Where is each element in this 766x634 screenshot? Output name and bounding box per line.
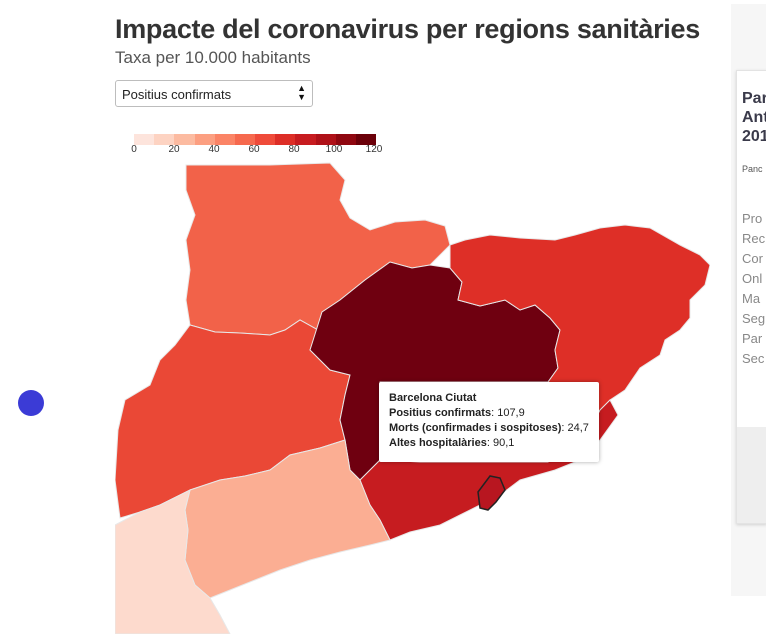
action-circle-button[interactable] bbox=[18, 390, 44, 416]
legend-swatch bbox=[154, 134, 175, 145]
side-card-link[interactable]: Rec bbox=[742, 231, 766, 246]
metric-select[interactable]: Positius confirmats ▲ ▼ bbox=[115, 80, 313, 107]
legend-swatch bbox=[134, 134, 155, 145]
side-card-link[interactable]: Sec bbox=[742, 351, 765, 366]
legend-tick: 20 bbox=[168, 144, 180, 155]
side-card-link[interactable]: Pro bbox=[742, 211, 763, 226]
side-card-link[interactable]: Onl bbox=[742, 271, 763, 286]
side-card[interactable]: Par Ant 201 Panc Pro Rec Cor Onl Ma Seg … bbox=[736, 70, 766, 524]
legend-swatch bbox=[355, 134, 377, 145]
sort-arrows-icon: ▲ ▼ bbox=[297, 83, 306, 102]
side-card-link[interactable]: Seg bbox=[742, 311, 766, 326]
side-card-title-line: Ant bbox=[742, 109, 766, 126]
region-barcelona-ciutat[interactable] bbox=[477, 475, 506, 511]
region-girona[interactable] bbox=[449, 224, 710, 446]
tooltip-region-name: Barcelona Ciutat bbox=[389, 392, 477, 404]
legend-swatch bbox=[174, 134, 195, 145]
page-subtitle: Taxa per 10.000 habitants bbox=[115, 48, 311, 67]
legend-swatch bbox=[194, 134, 215, 145]
region-tooltip: Barcelona Ciutat Positius confirmats: 10… bbox=[379, 382, 599, 462]
side-card-list: Pro Rec Cor Onl Ma Seg Par Sec bbox=[742, 209, 765, 369]
page-title: Impacte del coronavirus per regions sani… bbox=[115, 14, 700, 44]
tooltip-label: Altes hospitalàries bbox=[389, 437, 487, 449]
side-card-meta: Panc bbox=[742, 164, 763, 174]
side-card-title-line: Par bbox=[742, 90, 766, 107]
tooltip-value: 24,7 bbox=[567, 422, 589, 434]
metric-select-value: Positius confirmats bbox=[122, 87, 232, 102]
tooltip-label: Morts (confirmades i sospitoses) bbox=[389, 422, 562, 434]
side-card-title: Par Ant 201 bbox=[742, 89, 766, 146]
legend-swatch bbox=[295, 134, 316, 145]
legend-tick: 40 bbox=[208, 144, 220, 155]
legend-tick: 100 bbox=[325, 144, 343, 155]
legend-tick: 0 bbox=[131, 144, 137, 155]
tooltip-label: Positius confirmats bbox=[389, 407, 492, 419]
tooltip-value: 90,1 bbox=[492, 437, 515, 449]
legend-swatch bbox=[315, 134, 336, 145]
side-card-link[interactable]: Ma bbox=[742, 291, 761, 306]
legend-tick: 60 bbox=[248, 144, 260, 155]
legend-swatch bbox=[255, 134, 276, 145]
legend-tick: 120 bbox=[365, 144, 383, 155]
legend-swatch bbox=[335, 134, 356, 145]
side-card-link[interactable]: Cor bbox=[742, 251, 763, 266]
region-terres-de-lebre[interactable] bbox=[115, 489, 231, 634]
side-card-footer bbox=[737, 427, 766, 523]
color-legend: 0 20 40 60 80 100 120 bbox=[131, 134, 382, 158]
legend-swatch bbox=[234, 134, 256, 145]
legend-swatch bbox=[275, 134, 296, 145]
legend-swatch bbox=[214, 134, 235, 145]
legend-color-scale bbox=[134, 134, 377, 145]
side-card-link[interactable]: Par bbox=[742, 331, 763, 346]
tooltip-value: 107,9 bbox=[497, 407, 525, 419]
side-card-title-line: 201 bbox=[742, 128, 766, 145]
legend-tick: 80 bbox=[288, 144, 300, 155]
